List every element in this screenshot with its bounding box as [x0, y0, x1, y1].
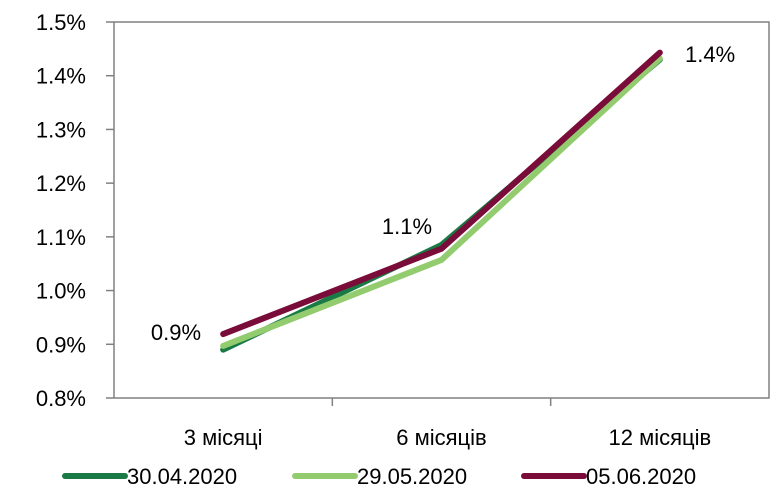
plot-area-frame [114, 22, 769, 398]
series-line-2 [223, 53, 660, 334]
x-tick-label: 3 місяці [184, 425, 263, 450]
y-tick-label: 0.8% [36, 386, 86, 411]
legend-label: 29.05.2020 [357, 464, 467, 489]
y-tick-label: 1.2% [36, 171, 86, 196]
y-tick-label: 1.3% [36, 117, 86, 142]
legend-label: 05.06.2020 [586, 464, 696, 489]
x-axis: 3 місяці 6 місяців 12 місяців [184, 398, 711, 450]
y-tick-label: 1.4% [36, 64, 86, 89]
data-label: 1.1% [382, 214, 432, 239]
legend-label: 30.04.2020 [127, 464, 237, 489]
data-label: 1.4% [685, 42, 735, 67]
y-tick-label: 1.5% [36, 10, 86, 35]
x-tick-label: 12 місяців [608, 425, 711, 450]
series-lines [223, 53, 660, 350]
x-tick-label: 6 місяців [396, 425, 486, 450]
y-tick-label: 1.1% [36, 225, 86, 250]
y-tick-label: 1.0% [36, 279, 86, 304]
series-line-1 [223, 59, 660, 346]
legend: 30.04.2020 29.05.2020 05.06.2020 [65, 464, 696, 489]
data-label: 0.9% [151, 320, 201, 345]
y-axis: 0.8% 0.9% 1.0% 1.1% 1.2% 1.3% 1.4% 1.5% [36, 10, 114, 411]
data-labels: 0.9% 1.1% 1.4% [151, 42, 735, 345]
y-tick-label: 0.9% [36, 332, 86, 357]
